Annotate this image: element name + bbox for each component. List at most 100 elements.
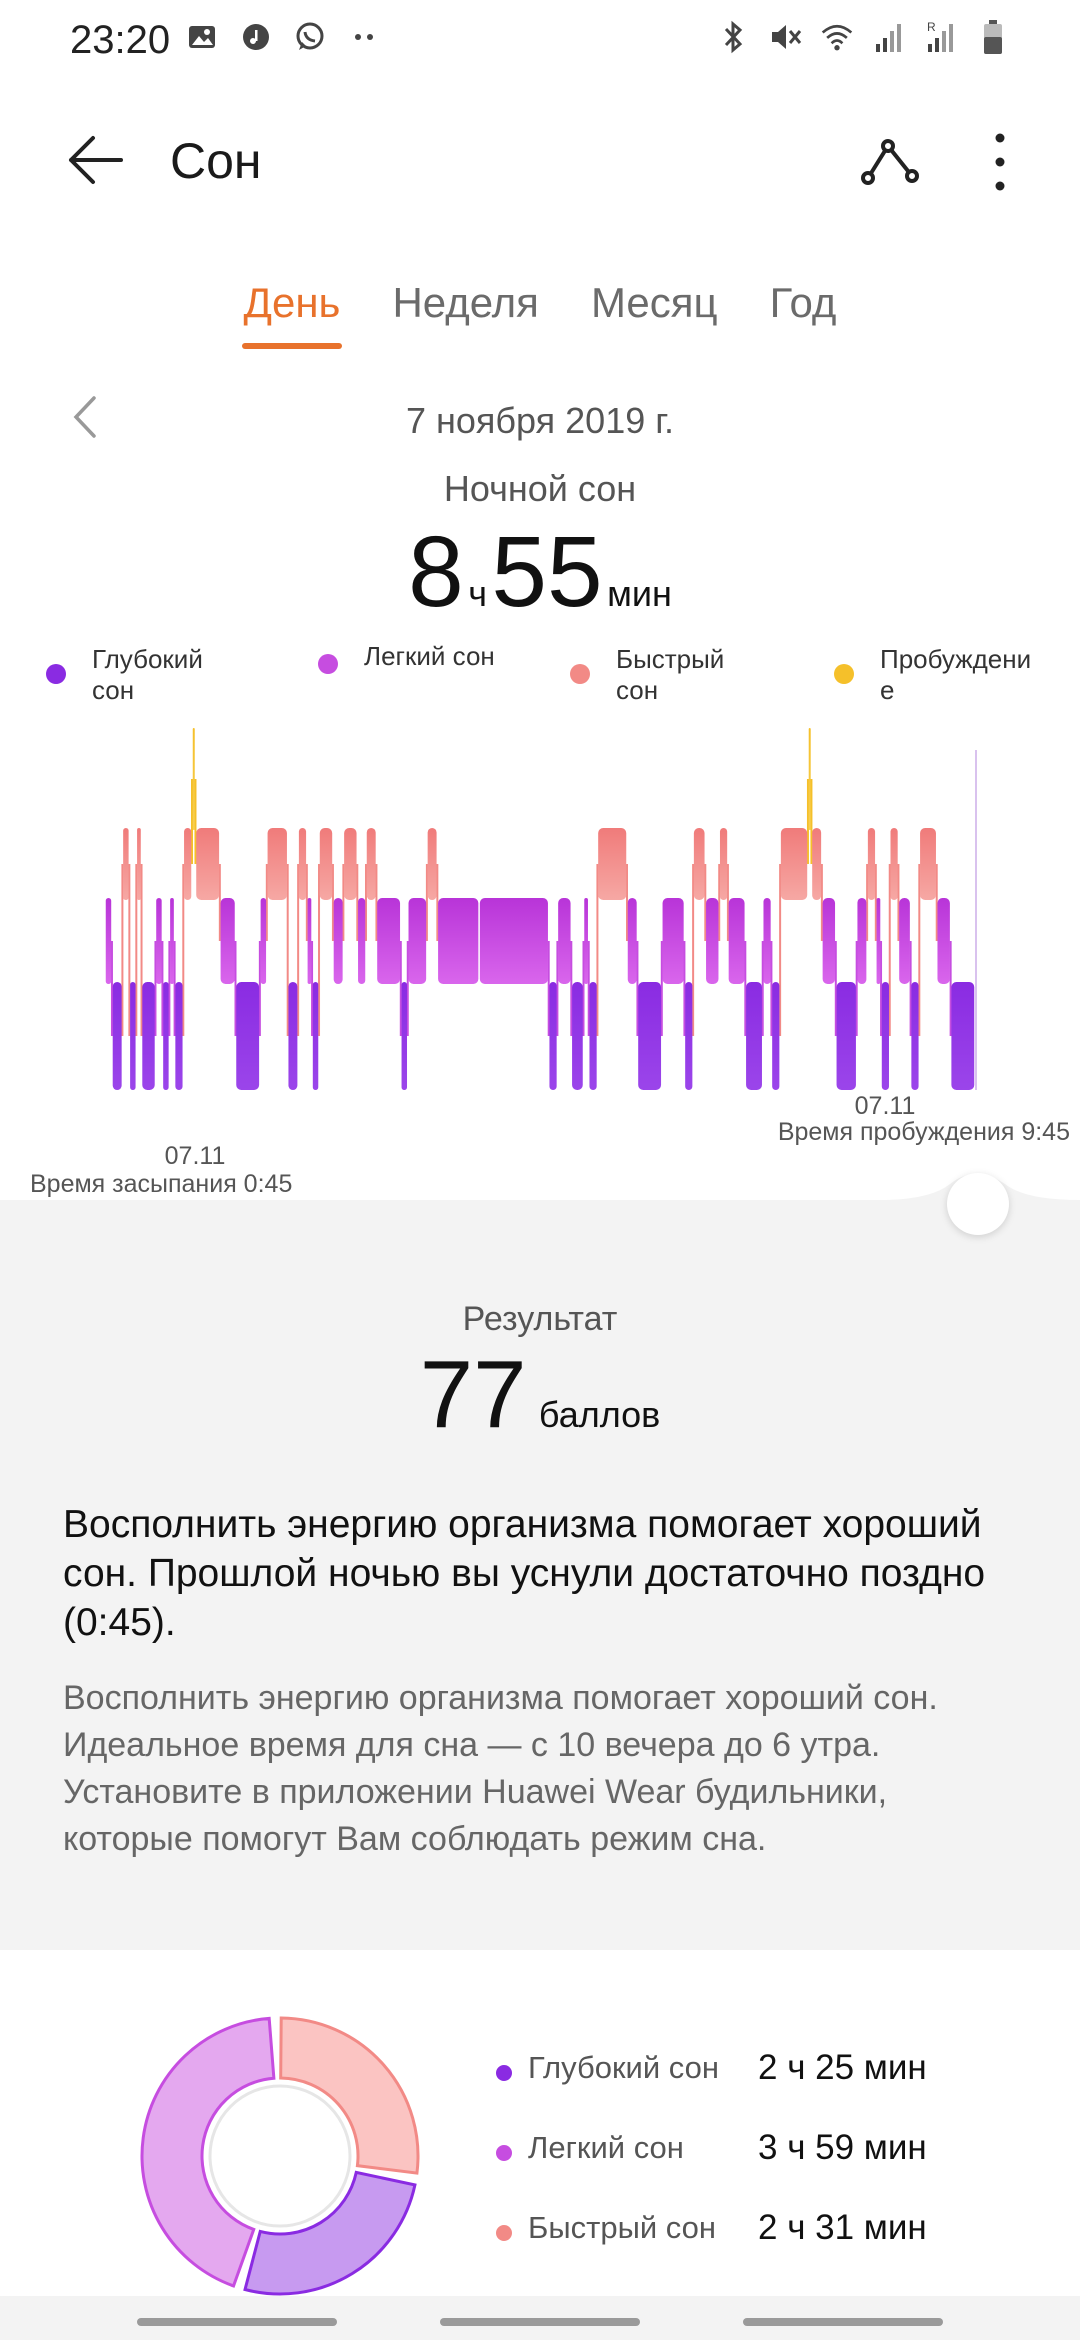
stage-segment-deep (589, 982, 597, 1090)
stage-segment-rem (344, 828, 357, 900)
advice-body: Восполнить энергию организма помогает хо… (63, 1679, 938, 1858)
legend-awake-label: Пробуждени е (880, 644, 1032, 705)
stage-segment-deep (175, 982, 183, 1090)
stage-segment-deep (772, 982, 780, 1090)
stage-segment-light (899, 898, 910, 984)
date-label: 7 ноября 2019 г. (406, 400, 674, 441)
status-icons-left (185, 20, 381, 54)
stage-segment-light (170, 898, 174, 984)
stage-segment-light (584, 898, 588, 984)
nav-back-handle[interactable] (743, 2318, 943, 2326)
status-icons-right: R (716, 20, 1010, 54)
stage-segment-light (822, 898, 836, 984)
battery-icon (976, 20, 1010, 54)
legend-light-dot (318, 654, 338, 674)
stage-segment-rem (427, 828, 437, 900)
stage-segment-deep (638, 982, 662, 1090)
stage-segment-light (358, 898, 366, 984)
tab-year[interactable]: Год (769, 279, 837, 326)
sleep-duration: 8 ч 55 мин (0, 515, 1080, 630)
breakdown-rem-value: 2 ч 31 мин (758, 2208, 927, 2247)
legend-light-label: Легкий сон (364, 641, 495, 671)
stage-segment-deep (112, 982, 122, 1090)
duration-minutes: 55 (491, 516, 603, 628)
wake-date: 07.11 (854, 1092, 916, 1120)
stage-segment-rem (867, 828, 876, 900)
breakdown-light-label: Легкий сон (528, 2130, 684, 2165)
system-nav-bar (0, 2296, 1080, 2340)
stage-segment-deep (312, 982, 319, 1090)
more-vertical-icon (995, 133, 1005, 191)
previous-date-button[interactable] (60, 392, 110, 442)
breakdown-light-value: 3 ч 59 мин (758, 2128, 927, 2167)
breakdown-rem-label: Быстрый сон (528, 2210, 716, 2245)
period-tabs: День Неделя Месяц Год (0, 275, 1080, 355)
bluetooth-icon (716, 20, 750, 54)
page-title: Сон (170, 133, 262, 189)
back-button[interactable] (55, 120, 135, 200)
score-unit: баллов (538, 1394, 661, 1435)
chevron-left-icon (73, 396, 96, 438)
advice-title: Восполнить энергию организма помогает хо… (63, 1503, 986, 1644)
breakdown-deep-dot (496, 2065, 512, 2081)
music-icon (239, 20, 273, 54)
stage-segment-rem (267, 828, 287, 900)
stage-segment-deep (911, 982, 919, 1090)
stage-segment-light (627, 898, 637, 984)
breakdown-deep-label: Глубокий сон (528, 2050, 719, 2085)
sleep-breakdown-donut (140, 2016, 420, 2296)
stage-segment-light (408, 898, 427, 984)
stage-segment-light (220, 898, 235, 984)
stage-segment-light (728, 898, 745, 984)
stage-segment-light (438, 898, 479, 984)
nav-home-handle[interactable] (440, 2318, 640, 2326)
stage-segment-deep (881, 982, 889, 1090)
chart-scrubber-handle[interactable] (947, 1173, 1009, 1235)
stage-segment-rem (719, 828, 728, 900)
mute-icon (768, 20, 802, 54)
stage-segment-deep (163, 982, 169, 1090)
donut-slice (140, 2016, 276, 2288)
stage-segment-rem (780, 828, 808, 900)
result-label: Результат (462, 1300, 618, 1338)
stage-segment-light (662, 898, 684, 984)
legend-deep-dot (46, 664, 66, 684)
tab-day[interactable]: День (240, 275, 345, 355)
sleep-date: 07.11 (164, 1142, 226, 1170)
image-icon (185, 20, 219, 54)
app-header: Сон (0, 100, 1080, 220)
duration-hours-unit: ч (468, 573, 487, 614)
stage-segment-deep (549, 982, 557, 1090)
sleep-legend: Глубокий сон Легкий сон Быстрый сон Проб… (40, 641, 1050, 714)
nav-recents-handle[interactable] (137, 2318, 337, 2326)
sleep-stage-chart: 07.11 Время засыпания 0:45 07.11 Время п… (0, 720, 1080, 1200)
arrow-left-icon (69, 136, 123, 184)
duration-hours: 8 (408, 516, 464, 628)
more-button[interactable] (960, 122, 1040, 202)
stage-segment-rem (920, 828, 936, 900)
legend-rem-label: Быстрый сон (616, 644, 725, 705)
stage-segment-rem (693, 828, 705, 900)
stage-segment-deep (746, 982, 762, 1090)
stage-segment-rem (184, 828, 192, 900)
stage-segment-light (706, 898, 719, 984)
stage-segment-deep (288, 982, 298, 1090)
stage-segment-deep (951, 982, 975, 1090)
sleep-time-label: Время засыпания 0:45 (30, 1170, 293, 1198)
status-bar: 23:20 R (0, 0, 1080, 80)
share-button[interactable] (850, 122, 930, 202)
stage-segment-rem (196, 828, 220, 900)
stage-segment-light (857, 898, 867, 984)
breakdown-row-rem: Быстрый сон 2 ч 31 мин (490, 2200, 1050, 2280)
stage-segment-rem (366, 828, 376, 900)
stage-segment-rem (812, 828, 822, 900)
legend-light: Легкий сон (318, 641, 495, 674)
tab-month[interactable]: Месяц (590, 279, 718, 326)
breakdown-light-dot (496, 2145, 512, 2161)
stage-segment-light (763, 898, 771, 984)
stage-segment-rem (319, 828, 333, 900)
tab-week[interactable]: Неделя (392, 279, 539, 326)
stage-segment-rem (298, 828, 307, 900)
sleep-score: 77 баллов (0, 1340, 1080, 1450)
stage-segment-rem (598, 828, 627, 900)
